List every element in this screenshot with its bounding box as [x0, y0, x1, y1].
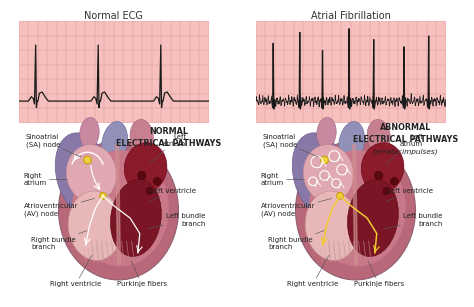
- Text: Purkinje fibers: Purkinje fibers: [354, 261, 404, 287]
- Ellipse shape: [296, 141, 415, 280]
- Text: Left
atrium: Left atrium: [150, 134, 186, 164]
- Ellipse shape: [317, 118, 336, 148]
- Text: Left
atrium: Left atrium: [387, 134, 423, 164]
- Text: Right bundle
branch: Right bundle branch: [31, 231, 87, 250]
- Circle shape: [146, 188, 153, 194]
- Circle shape: [374, 171, 383, 180]
- Ellipse shape: [68, 191, 122, 261]
- Circle shape: [390, 177, 398, 185]
- Circle shape: [84, 156, 91, 164]
- Ellipse shape: [305, 191, 359, 261]
- Ellipse shape: [361, 143, 404, 193]
- Text: Left ventricle: Left ventricle: [150, 188, 196, 201]
- Text: Atrioventricular
(AV) node: Atrioventricular (AV) node: [24, 198, 94, 217]
- Text: Left bundle
branch: Left bundle branch: [146, 213, 206, 229]
- Text: ELECTRICAL PATHWAYS: ELECTRICAL PATHWAYS: [116, 139, 221, 148]
- Ellipse shape: [367, 119, 391, 154]
- Text: ELECTRICAL PATHWAYS: ELECTRICAL PATHWAYS: [353, 135, 458, 144]
- Text: Atrioventricular
(AV) node: Atrioventricular (AV) node: [261, 198, 331, 217]
- Ellipse shape: [130, 119, 154, 154]
- Text: (erratic impulses): (erratic impulses): [374, 148, 438, 155]
- Text: Right
atrium: Right atrium: [261, 173, 304, 186]
- Text: Sinoatrial
(SA) node: Sinoatrial (SA) node: [263, 134, 318, 157]
- Title: Normal ECG: Normal ECG: [84, 11, 143, 21]
- Ellipse shape: [59, 141, 178, 280]
- Ellipse shape: [339, 122, 365, 164]
- Text: Left ventricle: Left ventricle: [387, 188, 433, 201]
- Ellipse shape: [55, 133, 112, 218]
- Ellipse shape: [303, 145, 354, 203]
- Ellipse shape: [124, 143, 167, 193]
- Ellipse shape: [66, 145, 117, 203]
- Title: Atrial Fibrillation: Atrial Fibrillation: [311, 11, 391, 21]
- Circle shape: [100, 192, 106, 199]
- Circle shape: [321, 156, 328, 164]
- Circle shape: [337, 192, 343, 199]
- Circle shape: [383, 188, 390, 194]
- Ellipse shape: [309, 150, 406, 266]
- Circle shape: [137, 171, 146, 180]
- Text: Left bundle
branch: Left bundle branch: [383, 213, 443, 229]
- Text: Purkinje fibers: Purkinje fibers: [117, 261, 167, 287]
- Text: Right
atrium: Right atrium: [24, 173, 67, 186]
- Ellipse shape: [102, 122, 128, 164]
- Text: Right ventricle: Right ventricle: [50, 255, 101, 287]
- Ellipse shape: [72, 150, 169, 266]
- Text: NORMAL: NORMAL: [149, 127, 188, 136]
- Polygon shape: [353, 145, 357, 264]
- Ellipse shape: [292, 133, 349, 218]
- Text: Right ventricle: Right ventricle: [287, 255, 338, 287]
- Ellipse shape: [80, 118, 99, 148]
- Ellipse shape: [347, 180, 398, 256]
- Circle shape: [153, 177, 161, 185]
- Text: ABNORMAL: ABNORMAL: [380, 123, 431, 132]
- Polygon shape: [116, 145, 120, 264]
- Text: Sinoatrial
(SA) node: Sinoatrial (SA) node: [26, 134, 81, 157]
- Ellipse shape: [110, 180, 161, 256]
- Text: Right bundle
branch: Right bundle branch: [268, 231, 324, 250]
